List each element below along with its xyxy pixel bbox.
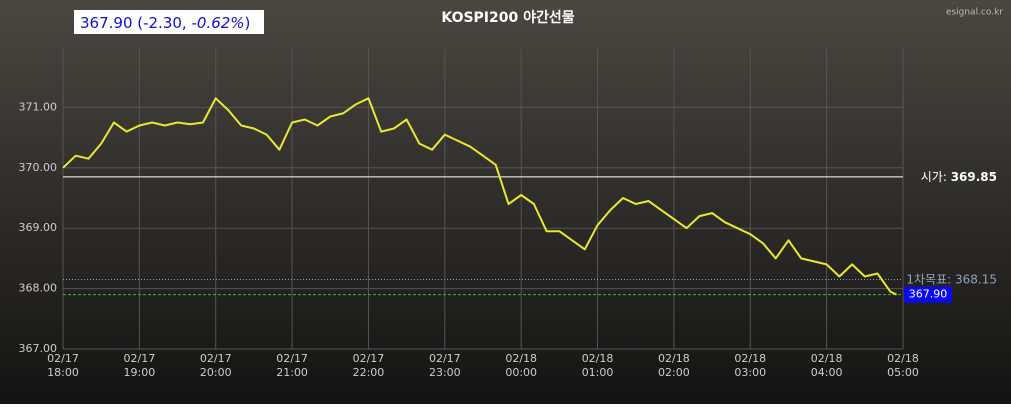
x-tick-label: 02/17 20:00 bbox=[200, 352, 232, 379]
reference-name: 시가: bbox=[921, 169, 947, 183]
y-tick-label: 369.00 bbox=[19, 221, 58, 234]
x-tick-label: 02/18 01:00 bbox=[582, 352, 614, 379]
reference-value: 369.85 bbox=[951, 169, 997, 183]
x-tick-label: 02/17 22:00 bbox=[353, 352, 385, 379]
y-tick-label: 367.00 bbox=[19, 342, 58, 355]
x-tick-label: 02/17 18:00 bbox=[47, 352, 79, 379]
source: esignal.co.kr bbox=[946, 8, 1003, 18]
quote-percent: -0.62% bbox=[191, 14, 244, 32]
chart-title: KOSPI200 야간선물 bbox=[441, 9, 574, 26]
quote-box bbox=[74, 10, 264, 34]
x-tick-label: 02/17 23:00 bbox=[429, 352, 461, 379]
x-tick-label: 02/18 05:00 bbox=[887, 352, 919, 379]
x-tick-label: 02/17 19:00 bbox=[124, 352, 156, 379]
price-tag-label: 367.90 bbox=[909, 288, 948, 301]
quote-close: ) bbox=[245, 14, 251, 32]
y-tick-label: 370.00 bbox=[19, 161, 58, 174]
quote: 367.90 (-2.30, -0.62%) bbox=[80, 14, 250, 32]
x-tick-label: 02/17 21:00 bbox=[276, 352, 308, 379]
x-tick-label: 02/18 03:00 bbox=[734, 352, 766, 379]
price-tag bbox=[904, 286, 952, 303]
y-tick-label: 371.00 bbox=[19, 100, 58, 113]
reference-name: 1차목표: bbox=[906, 272, 951, 286]
x-tick-label: 02/18 00:00 bbox=[505, 352, 537, 379]
y-tick-label: 368.00 bbox=[19, 282, 58, 295]
x-tick-label: 02/18 02:00 bbox=[658, 352, 690, 379]
quote-price: 367.90 (-2.30, bbox=[80, 14, 187, 32]
x-tick-label: 02/18 04:00 bbox=[811, 352, 843, 379]
reference-label: 1차목표: 368.15 bbox=[906, 272, 997, 286]
price-line bbox=[62, 97, 898, 296]
reference-label: 시가: 369.85 bbox=[921, 169, 997, 183]
reference-value: 368.15 bbox=[955, 272, 997, 286]
